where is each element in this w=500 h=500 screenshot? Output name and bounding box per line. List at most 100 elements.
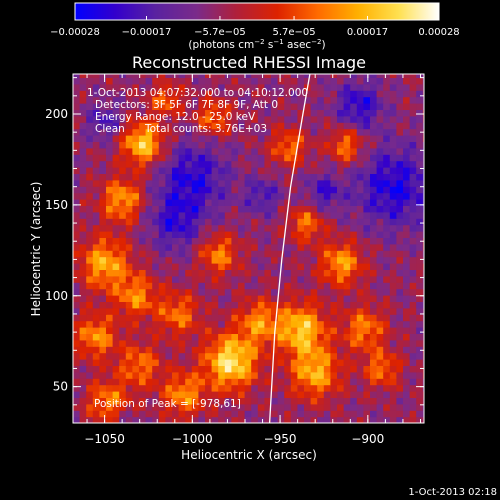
heatmap-cell bbox=[106, 135, 114, 142]
heatmap-cells bbox=[73, 74, 424, 423]
heatmap-cell bbox=[370, 74, 378, 78]
heatmap-cell bbox=[363, 199, 371, 206]
heatmap-cell bbox=[290, 103, 298, 110]
heatmap-cell bbox=[172, 371, 180, 379]
heatmap-cell bbox=[422, 269, 424, 277]
heatmap-cell bbox=[416, 74, 424, 78]
heatmap-cell bbox=[277, 339, 285, 347]
heatmap-cell bbox=[211, 269, 219, 277]
heatmap-cell bbox=[238, 327, 246, 334]
heatmap-cell bbox=[363, 122, 371, 130]
heatmap-cell bbox=[99, 237, 107, 245]
heatmap-cell bbox=[231, 269, 239, 277]
heatmap-cell bbox=[370, 237, 378, 245]
heatmap-cell bbox=[244, 339, 252, 347]
heatmap-cell bbox=[79, 288, 87, 296]
heatmap-cell bbox=[297, 77, 305, 85]
heatmap-cell bbox=[73, 122, 81, 130]
heatmap-cell bbox=[356, 288, 364, 296]
heatmap-cell bbox=[106, 147, 114, 155]
heatmap-cell bbox=[284, 74, 292, 78]
heatmap-cell bbox=[330, 339, 338, 347]
heatmap-cell bbox=[389, 147, 397, 155]
heatmap-cell bbox=[198, 269, 206, 277]
heatmap-cell bbox=[257, 250, 265, 258]
heatmap-cell bbox=[172, 346, 180, 354]
heatmap-cell bbox=[251, 346, 259, 354]
heatmap-cell bbox=[178, 103, 186, 110]
heatmap-cell bbox=[323, 250, 331, 258]
heatmap-cell bbox=[264, 391, 272, 398]
heatmap-cell bbox=[297, 301, 305, 309]
heatmap-cell bbox=[337, 231, 345, 238]
heatmap-cell bbox=[86, 179, 94, 187]
heatmap-cell bbox=[238, 109, 246, 117]
heatmap-cell bbox=[238, 269, 246, 277]
heatmap-cell bbox=[218, 237, 226, 245]
heatmap-cell bbox=[389, 173, 397, 181]
heatmap-cell bbox=[198, 154, 206, 162]
heatmap-cell bbox=[86, 410, 94, 418]
heatmap-cell bbox=[224, 74, 232, 78]
x-tick-label: −1050 bbox=[84, 432, 125, 446]
heatmap-cell bbox=[119, 256, 127, 264]
heatmap-cell bbox=[132, 346, 140, 354]
heatmap-cell bbox=[92, 416, 100, 423]
heatmap-cell bbox=[218, 288, 226, 296]
heatmap-cell bbox=[145, 410, 153, 418]
heatmap-cell bbox=[323, 199, 331, 206]
heatmap-cell bbox=[251, 122, 259, 130]
heatmap-cell bbox=[422, 115, 424, 123]
heatmap-cell bbox=[363, 77, 371, 85]
heatmap-cell bbox=[244, 199, 252, 206]
heatmap-cell bbox=[350, 410, 358, 418]
heatmap-cell bbox=[238, 74, 246, 78]
heatmap-cell bbox=[310, 77, 318, 85]
heatmap-cell bbox=[350, 333, 358, 341]
heatmap-cell bbox=[416, 391, 424, 398]
heatmap-cell bbox=[165, 295, 173, 302]
heatmap-cell bbox=[330, 74, 338, 78]
heatmap-cell bbox=[422, 179, 424, 187]
heatmap-cell bbox=[238, 83, 246, 91]
heatmap-cell bbox=[271, 243, 279, 251]
heatmap-cell bbox=[257, 186, 265, 194]
heatmap-cell bbox=[363, 256, 371, 264]
heatmap-cell bbox=[356, 192, 364, 200]
heatmap-cell bbox=[152, 307, 160, 315]
heatmap-cell bbox=[290, 365, 298, 373]
heatmap-cell bbox=[317, 275, 325, 283]
heatmap-cell bbox=[297, 173, 305, 181]
heatmap-cell bbox=[125, 333, 133, 341]
heatmap-cell bbox=[337, 339, 345, 347]
heatmap-cell bbox=[119, 199, 127, 206]
y-tick-label: 100 bbox=[45, 289, 68, 303]
heatmap-cell bbox=[370, 243, 378, 251]
heatmap-cell bbox=[337, 275, 345, 283]
heatmap-cell bbox=[350, 282, 358, 290]
heatmap-cell bbox=[198, 96, 206, 104]
heatmap-cell bbox=[205, 135, 213, 142]
heatmap-cell bbox=[416, 333, 424, 341]
heatmap-cell bbox=[284, 333, 292, 341]
heatmap-cell bbox=[284, 237, 292, 245]
heatmap-cell bbox=[119, 410, 127, 418]
heatmap-cell bbox=[152, 365, 160, 373]
heatmap-cell bbox=[257, 384, 265, 392]
heatmap-cell bbox=[376, 128, 384, 136]
heatmap-cell bbox=[238, 179, 246, 187]
heatmap-cell bbox=[297, 314, 305, 322]
heatmap-cell bbox=[205, 327, 213, 334]
heatmap-cell bbox=[198, 333, 206, 341]
heatmap-cell bbox=[304, 90, 312, 98]
heatmap-cell bbox=[211, 192, 219, 200]
colorbar-tick-label: −5.7e−05 bbox=[194, 27, 246, 38]
heatmap-cell bbox=[356, 282, 364, 290]
heatmap-cell bbox=[112, 307, 120, 315]
heatmap-cell bbox=[139, 135, 147, 142]
heatmap-cell bbox=[106, 96, 114, 104]
heatmap-cell bbox=[323, 109, 331, 117]
heatmap-cell bbox=[218, 74, 226, 78]
heatmap-cell bbox=[165, 384, 173, 392]
heatmap-cell bbox=[343, 378, 351, 386]
